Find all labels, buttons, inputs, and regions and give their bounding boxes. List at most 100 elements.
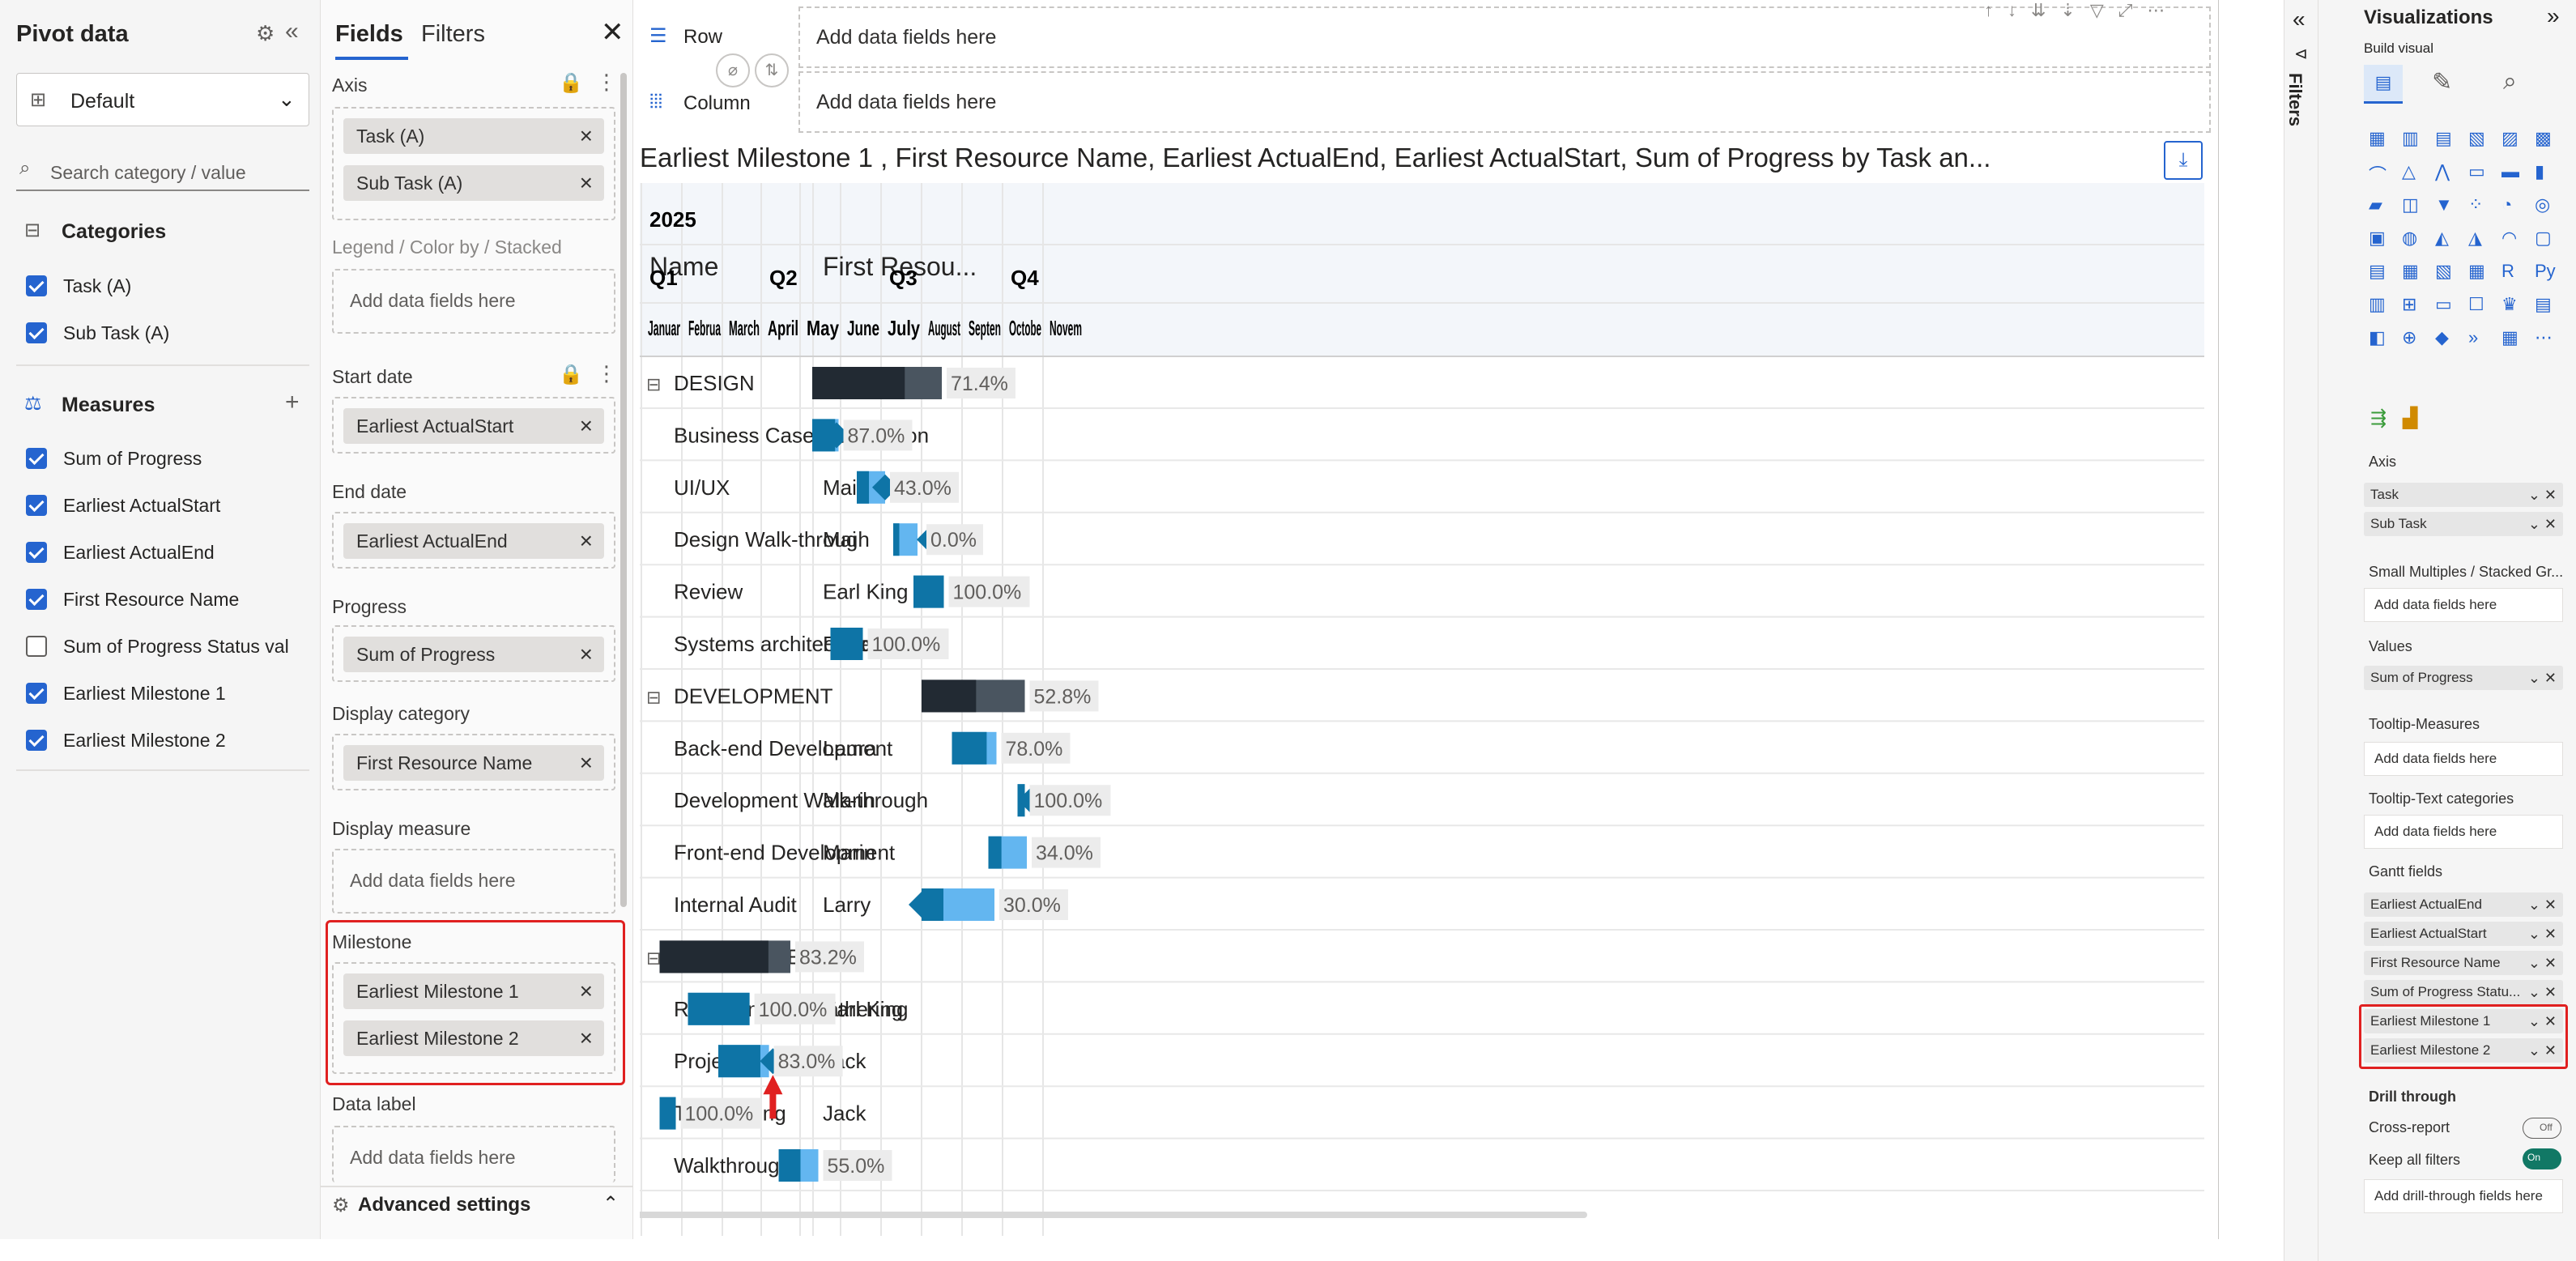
visual-type-icon[interactable]: ▼ [2435,194,2453,215]
pill-actions-icon[interactable]: ⌄ ✕ [2527,926,2557,942]
filters-pane-collapsed[interactable]: « ⊲ Filters [2284,0,2318,1261]
scrollbar[interactable] [620,73,627,907]
visual-type-icon[interactable]: ⊕ [2402,327,2417,347]
visual-type-icon[interactable]: ▩ [2535,128,2552,148]
close-icon[interactable]: ✕ [601,17,624,48]
gantt-pill[interactable]: First Resource Name ⌄ ✕ [2364,951,2563,975]
legend-well[interactable]: Add data fields here [332,269,615,334]
visual-type-icon[interactable]: ▤ [2369,261,2386,281]
checkbox[interactable] [26,730,47,751]
visual-type-icon[interactable]: ◆ [2435,327,2449,347]
visual-type-icon[interactable]: ♛ [2501,294,2518,314]
tooltip-text-well[interactable]: Add data fields here [2364,815,2563,849]
visual-type-icon[interactable]: ⋯ [2535,327,2553,347]
checkbox-row[interactable]: First Resource Name [26,587,239,611]
pill-actions-icon[interactable]: ⌄ ✕ [2527,984,2557,1000]
gantt-pill[interactable]: Sum of Progress Statu... ⌄ ✕ [2364,980,2563,1004]
display-category-pill[interactable]: First Resource Name × [343,745,604,781]
checkbox[interactable] [26,683,47,704]
tab-fields[interactable]: Fields [335,21,403,47]
milestone-pill[interactable]: Earliest Milestone 1 × [343,973,604,1009]
more-icon[interactable]: ⋮ [596,361,617,386]
cross-report-toggle[interactable]: Off [2523,1118,2561,1139]
visual-type-icon[interactable]: ◎ [2535,194,2551,215]
visual-type-icon[interactable]: ▮ [2535,161,2545,181]
data-label-well[interactable]: Add data fields here [332,1126,615,1182]
lock-icon[interactable]: 🔒 [559,364,583,386]
visual-type-icon[interactable]: ▤ [2535,294,2552,314]
checkbox-row[interactable]: Task (A) [26,274,131,298]
start-date-pill[interactable]: Earliest ActualStart × [343,408,604,444]
checkbox-row[interactable]: Earliest Milestone 2 [26,728,226,752]
axis-well[interactable]: Task (A) × Sub Task (A) × [332,107,615,220]
visual-type-icon[interactable]: ▥ [2402,128,2419,148]
visual-type-icon[interactable]: ▥ [2369,294,2386,314]
remove-icon[interactable]: × [579,528,593,553]
preset-dropdown[interactable]: ⊞ Default ⌄ [16,73,309,126]
visual-type-icon[interactable]: ▦ [2369,128,2386,148]
build-visual-tab[interactable]: ▤ [2364,65,2403,104]
drill-through-well[interactable]: Add drill-through fields here [2364,1179,2563,1213]
remove-icon[interactable]: × [579,1025,593,1050]
checkbox[interactable] [26,589,47,610]
pill-actions-icon[interactable]: ⌄ ✕ [2527,897,2557,913]
visual-type-icon[interactable]: » [2468,327,2479,347]
axis-pill[interactable]: Sub Task ⌄ ✕ [2364,512,2563,536]
milestone-well[interactable]: Earliest Milestone 1 × Earliest Milestone… [332,962,615,1074]
collapse-icon[interactable]: « [285,18,299,45]
visual-type-icon[interactable]: ◍ [2402,228,2418,248]
visual-type-icon[interactable]: ▧ [2435,261,2452,281]
visual-type-icon[interactable]: ▤ [2435,128,2452,148]
search-input[interactable]: ⌕ Search category / value [16,154,309,191]
milestone-pill[interactable]: Earliest Milestone 2 ⌄ ✕ [2364,1038,2563,1063]
expand-icon[interactable]: « [2293,6,2306,32]
checkbox[interactable] [26,275,47,296]
progress-well[interactable]: Sum of Progress × [332,625,615,682]
tab-filters[interactable]: Filters [421,21,485,47]
values-pill[interactable]: Sum of Progress ⌄ ✕ [2364,666,2563,690]
visual-type-icon[interactable]: ⋀ [2435,161,2450,181]
swap-icon[interactable]: ⇅ [755,53,789,87]
visual-type-icon[interactable]: ▰ [2369,194,2382,215]
row-drop-zone[interactable]: Add data fields here [798,6,2211,68]
remove-icon[interactable]: × [579,123,593,148]
visual-type-icon[interactable]: ◫ [2402,194,2419,215]
start-date-well[interactable]: Earliest ActualStart × [332,397,615,454]
checkbox-row[interactable]: Sum of Progress Status val [26,634,289,658]
visual-type-icon[interactable]: ◭ [2435,228,2449,248]
visual-type-icon[interactable]: △ [2402,161,2416,181]
pill-actions-icon[interactable]: ⌄ ✕ [2527,1013,2557,1029]
gantt-pill[interactable]: Earliest ActualStart ⌄ ✕ [2364,922,2563,946]
visual-type-icon[interactable]: ◠ [2501,228,2518,248]
remove-icon[interactable]: × [579,750,593,775]
settings-sliders-icon[interactable]: ⚙ [256,21,275,45]
checkbox-row[interactable]: Earliest ActualEnd [26,540,215,564]
checkbox-row[interactable]: Sub Task (A) [26,321,169,345]
advanced-settings[interactable]: Advanced settings [358,1194,531,1216]
visual-type-icon[interactable]: ◔ [2501,194,2513,215]
small-multiples-well[interactable]: Add data fields here [2364,588,2563,622]
remove-icon[interactable]: × [579,413,593,438]
format-visual-icon[interactable]: ✎ [2432,69,2453,96]
checkbox[interactable] [26,448,47,469]
visual-type-icon[interactable]: R [2501,261,2514,281]
link-icon[interactable]: ⌀ [716,53,750,87]
progress-pill[interactable]: Sum of Progress × [343,637,604,672]
custom-visual-icon[interactable]: ⇶ [2370,407,2387,429]
checkbox[interactable] [26,495,47,516]
more-icon[interactable]: ⋮ [596,70,617,94]
milestone-pill[interactable]: Earliest Milestone 2 × [343,1020,604,1056]
visual-type-icon[interactable]: ▬ [2501,161,2519,181]
column-drop-zone[interactable]: Add data fields here [798,71,2211,133]
checkbox-row[interactable]: Sum of Progress [26,446,202,471]
checkbox[interactable] [26,636,47,657]
end-date-well[interactable]: Earliest ActualEnd × [332,512,615,569]
visual-type-icon[interactable]: ▦ [2468,261,2485,281]
pill-actions-icon[interactable]: ⌄ ✕ [2527,955,2557,971]
remove-icon[interactable]: × [579,170,593,195]
visual-type-icon[interactable]: ☐ [2468,294,2484,314]
axis-pill[interactable]: Sub Task (A) × [343,165,604,201]
visual-type-icon[interactable]: ▨ [2501,128,2519,148]
lock-icon[interactable]: 🔒 [559,72,583,94]
visual-type-icon[interactable]: ◮ [2468,228,2482,248]
